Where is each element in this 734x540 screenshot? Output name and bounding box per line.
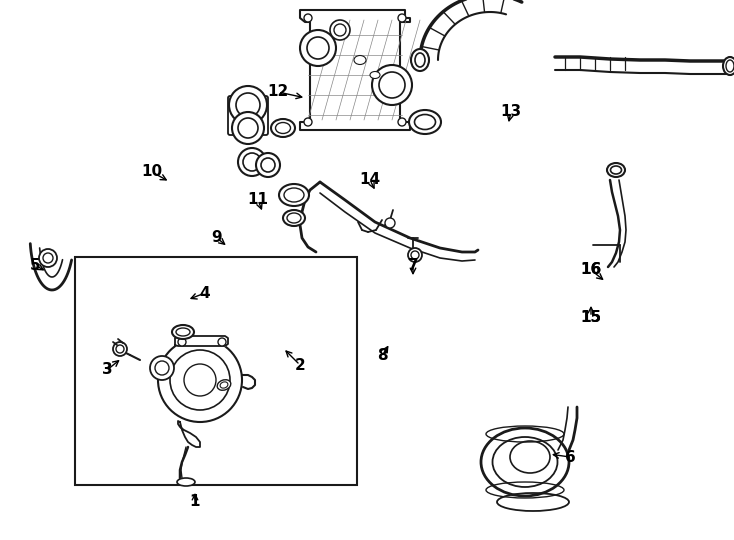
- Circle shape: [158, 338, 242, 422]
- Circle shape: [300, 30, 336, 66]
- Circle shape: [261, 158, 275, 172]
- Circle shape: [304, 14, 312, 22]
- Ellipse shape: [284, 188, 304, 202]
- Polygon shape: [300, 10, 410, 130]
- Circle shape: [238, 118, 258, 138]
- Ellipse shape: [510, 441, 550, 473]
- Ellipse shape: [271, 119, 295, 137]
- Circle shape: [116, 345, 124, 353]
- Circle shape: [178, 338, 186, 346]
- Ellipse shape: [177, 478, 195, 486]
- Text: 4: 4: [200, 286, 211, 300]
- Text: 6: 6: [564, 449, 575, 464]
- Ellipse shape: [220, 382, 228, 388]
- Circle shape: [232, 112, 264, 144]
- Circle shape: [184, 364, 216, 396]
- Bar: [75, 257, 357, 485]
- Text: 16: 16: [581, 262, 602, 278]
- Circle shape: [39, 249, 57, 267]
- Circle shape: [229, 86, 267, 124]
- Circle shape: [385, 218, 395, 228]
- Circle shape: [113, 342, 127, 356]
- Ellipse shape: [370, 71, 380, 78]
- Circle shape: [372, 65, 412, 105]
- Ellipse shape: [611, 166, 622, 174]
- Ellipse shape: [287, 213, 301, 223]
- Ellipse shape: [415, 53, 425, 67]
- Circle shape: [170, 350, 230, 410]
- Circle shape: [238, 148, 266, 176]
- Text: 13: 13: [501, 105, 522, 119]
- Circle shape: [43, 253, 53, 263]
- Text: 15: 15: [581, 309, 602, 325]
- Ellipse shape: [176, 328, 190, 336]
- Text: 2: 2: [294, 357, 305, 373]
- Circle shape: [379, 72, 405, 98]
- Ellipse shape: [409, 110, 441, 134]
- Circle shape: [155, 361, 169, 375]
- Circle shape: [304, 118, 312, 126]
- Circle shape: [256, 153, 280, 177]
- Circle shape: [398, 118, 406, 126]
- Ellipse shape: [275, 123, 291, 133]
- Circle shape: [408, 248, 422, 262]
- Ellipse shape: [607, 163, 625, 177]
- Text: 10: 10: [142, 165, 162, 179]
- Ellipse shape: [493, 437, 558, 487]
- Ellipse shape: [415, 114, 435, 130]
- Circle shape: [330, 20, 350, 40]
- Text: 12: 12: [267, 84, 288, 99]
- Ellipse shape: [723, 57, 734, 75]
- Circle shape: [398, 14, 406, 22]
- Ellipse shape: [217, 380, 230, 390]
- Ellipse shape: [172, 325, 194, 339]
- Text: 7: 7: [407, 258, 418, 273]
- FancyBboxPatch shape: [228, 96, 268, 135]
- Text: 5: 5: [29, 258, 40, 273]
- Text: 9: 9: [211, 231, 222, 246]
- Circle shape: [150, 356, 174, 380]
- Circle shape: [307, 37, 329, 59]
- Ellipse shape: [481, 428, 569, 496]
- Text: 1: 1: [190, 495, 200, 510]
- Circle shape: [218, 338, 226, 346]
- Circle shape: [243, 153, 261, 171]
- Ellipse shape: [283, 210, 305, 226]
- Text: 16: 16: [581, 262, 602, 278]
- Text: 8: 8: [377, 348, 388, 363]
- Text: 15: 15: [581, 309, 602, 325]
- Text: 14: 14: [360, 172, 380, 187]
- Ellipse shape: [411, 49, 429, 71]
- Ellipse shape: [354, 56, 366, 64]
- Polygon shape: [175, 336, 228, 346]
- Text: 11: 11: [247, 192, 269, 207]
- Ellipse shape: [726, 60, 734, 72]
- Circle shape: [236, 93, 260, 117]
- Text: 3: 3: [102, 362, 112, 377]
- Ellipse shape: [279, 184, 309, 206]
- Circle shape: [334, 24, 346, 36]
- Circle shape: [411, 251, 419, 259]
